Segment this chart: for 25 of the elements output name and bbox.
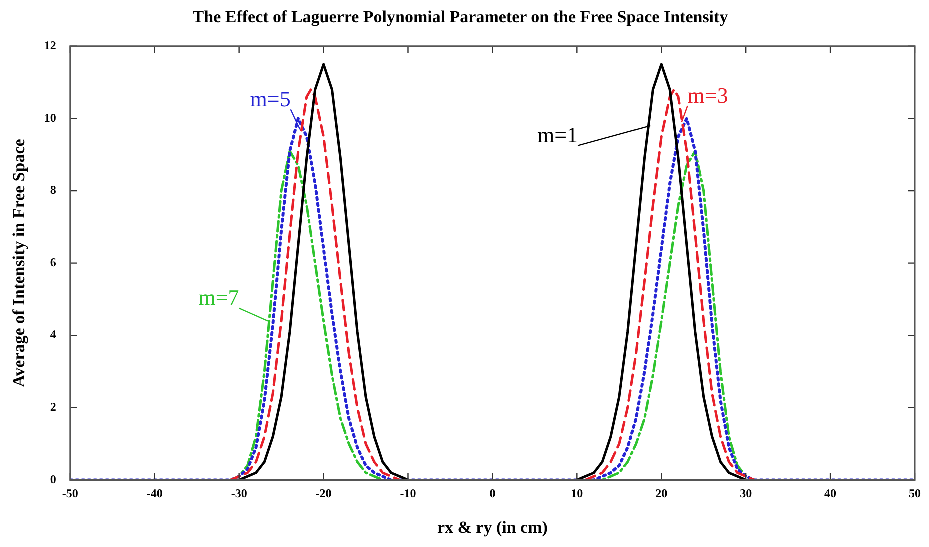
x-tick-label: -50	[62, 486, 78, 500]
y-axis-title: Average of Intensity in Free Space	[10, 138, 29, 388]
y-tick-label: 8	[50, 183, 56, 198]
x-tick-label: 10	[571, 486, 584, 500]
y-tick-label: 0	[50, 472, 56, 486]
x-tick-label: -10	[400, 486, 416, 500]
x-tick-label: 20	[656, 486, 668, 500]
x-tick-label: 30	[740, 486, 752, 500]
x-tick-label: -30	[231, 486, 248, 500]
y-tick-label: 12	[44, 38, 56, 52]
series-label: m=7	[198, 285, 240, 310]
x-tick-label: -20	[316, 486, 332, 500]
y-tick-label: 10	[44, 110, 56, 125]
series-label: m=5	[250, 86, 291, 112]
x-tick-label: 0	[490, 486, 496, 500]
x-tick-label: -40	[146, 486, 163, 500]
y-tick-label: 4	[50, 328, 56, 342]
y-tick-label: 2	[50, 400, 56, 414]
chart-title: The Effect of Laguerre Polynomial Parameter on the Free Space Intensity	[192, 8, 729, 27]
legend-label: m=1	[537, 122, 578, 148]
y-tick-label: 6	[50, 255, 56, 270]
x-tick-label: 50	[909, 486, 921, 500]
x-tick-label: 40	[824, 486, 837, 500]
series-label: m=3	[688, 82, 728, 108]
x-axis-title: rx & ry (in cm)	[437, 518, 548, 538]
